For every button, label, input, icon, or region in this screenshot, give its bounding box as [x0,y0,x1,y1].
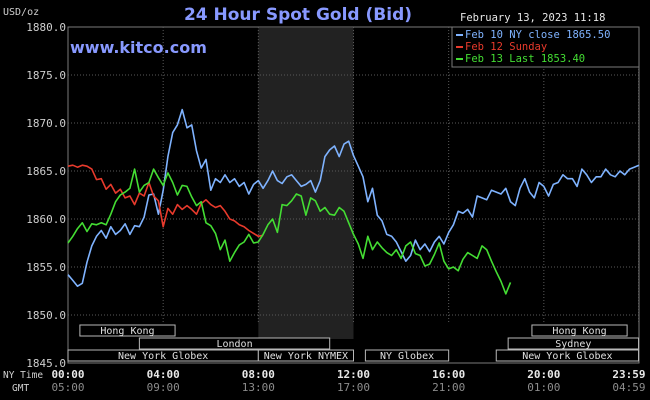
market-session-label: Sydney [555,339,591,350]
y-tick-label: 1860.0 [26,213,66,226]
gridlines [68,27,640,323]
y-tick-label: 1850.0 [26,309,66,322]
gmt-tick-label: 04:59 [612,381,645,394]
gmt-tick-label: 09:00 [147,381,180,394]
market-session-box [138,337,331,350]
market-session-box [257,349,355,362]
market-session-box [507,337,640,350]
gmt-tick-label: 17:00 [337,381,370,394]
y-tick-label: 1880.0 [26,21,66,34]
gmt-tick-label: 13:00 [242,381,275,394]
x-axis-ticks: 00:00 04:00 08:00 12:00 16:00 20:00 23:59 05:00… [51,368,645,394]
ny-time-tick-label: 08:00 [242,368,275,381]
gmt-tick-label: 21:00 [432,381,465,394]
y-tick-label: 1855.0 [26,261,66,274]
ny-time-tick-label: 00:00 [51,368,84,381]
legend-entry: Feb 10 NY close 1865.50 [465,29,610,41]
y-tick-label: 1865.0 [26,165,66,178]
market-session-label: NY Globex [380,351,434,362]
series-line [67,168,512,295]
market-session-label: New York Globex [522,351,612,362]
gmt-tick-label: 01:00 [527,381,560,394]
ny-time-tick-label: 16:00 [432,368,465,381]
website-watermark: www.kitco.com [70,38,207,57]
market-session-label: New York Globex [118,351,208,362]
market-session-label: London [216,339,252,350]
ny-time-tick-label: 23:59 [612,368,645,381]
market-session-box [495,349,640,362]
market-session-label: Hong Kong [552,326,606,337]
market-session-label: New York NYMEX [264,351,348,362]
series-line [67,164,264,238]
series-line [67,108,640,287]
y-axis-ticks: 1880.0 1875.0 1870.0 1865.0 1860.0 1855.0 1850… [26,21,66,370]
ny-time-tick-label: 20:00 [527,368,560,381]
chart-title: 24 Hour Spot Gold (Bid) [184,5,412,25]
legend-entry: Feb 13 Last 1853.40 [465,53,585,65]
y-axis-label: USD/oz [3,7,39,18]
gmt-label: GMT [12,383,29,394]
market-session-box [531,324,628,337]
market-session-box [79,324,176,337]
y-tick-label: 1845.0 [26,357,66,370]
ny-time-tick-label: 04:00 [147,368,180,381]
gmt-tick-label: 05:00 [51,381,84,394]
market-session-label: Hong Kong [100,326,154,337]
legend-entry: Feb 12 Sunday [465,41,547,53]
y-tick-label: 1875.0 [26,69,66,82]
y-tick-label: 1870.0 [26,117,66,130]
legend-box [451,26,640,68]
market-session-box [364,349,450,362]
series-lines [67,108,640,295]
chart-datetime: February 13, 2023 11:18 [460,12,605,24]
ny-time-tick-label: 12:00 [337,368,370,381]
ny-time-label: NY Time [3,370,43,381]
